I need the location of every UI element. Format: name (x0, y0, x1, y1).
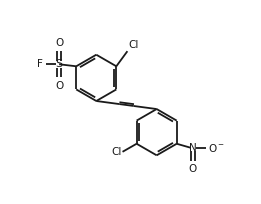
Text: Cl: Cl (128, 40, 139, 50)
Text: O$^-$: O$^-$ (208, 142, 225, 154)
Text: O: O (55, 81, 63, 91)
Text: O: O (189, 164, 197, 174)
Text: Cl: Cl (111, 147, 122, 157)
Text: O: O (55, 38, 63, 48)
Text: S: S (56, 59, 63, 69)
Text: N: N (189, 143, 197, 153)
Text: F: F (37, 59, 43, 69)
